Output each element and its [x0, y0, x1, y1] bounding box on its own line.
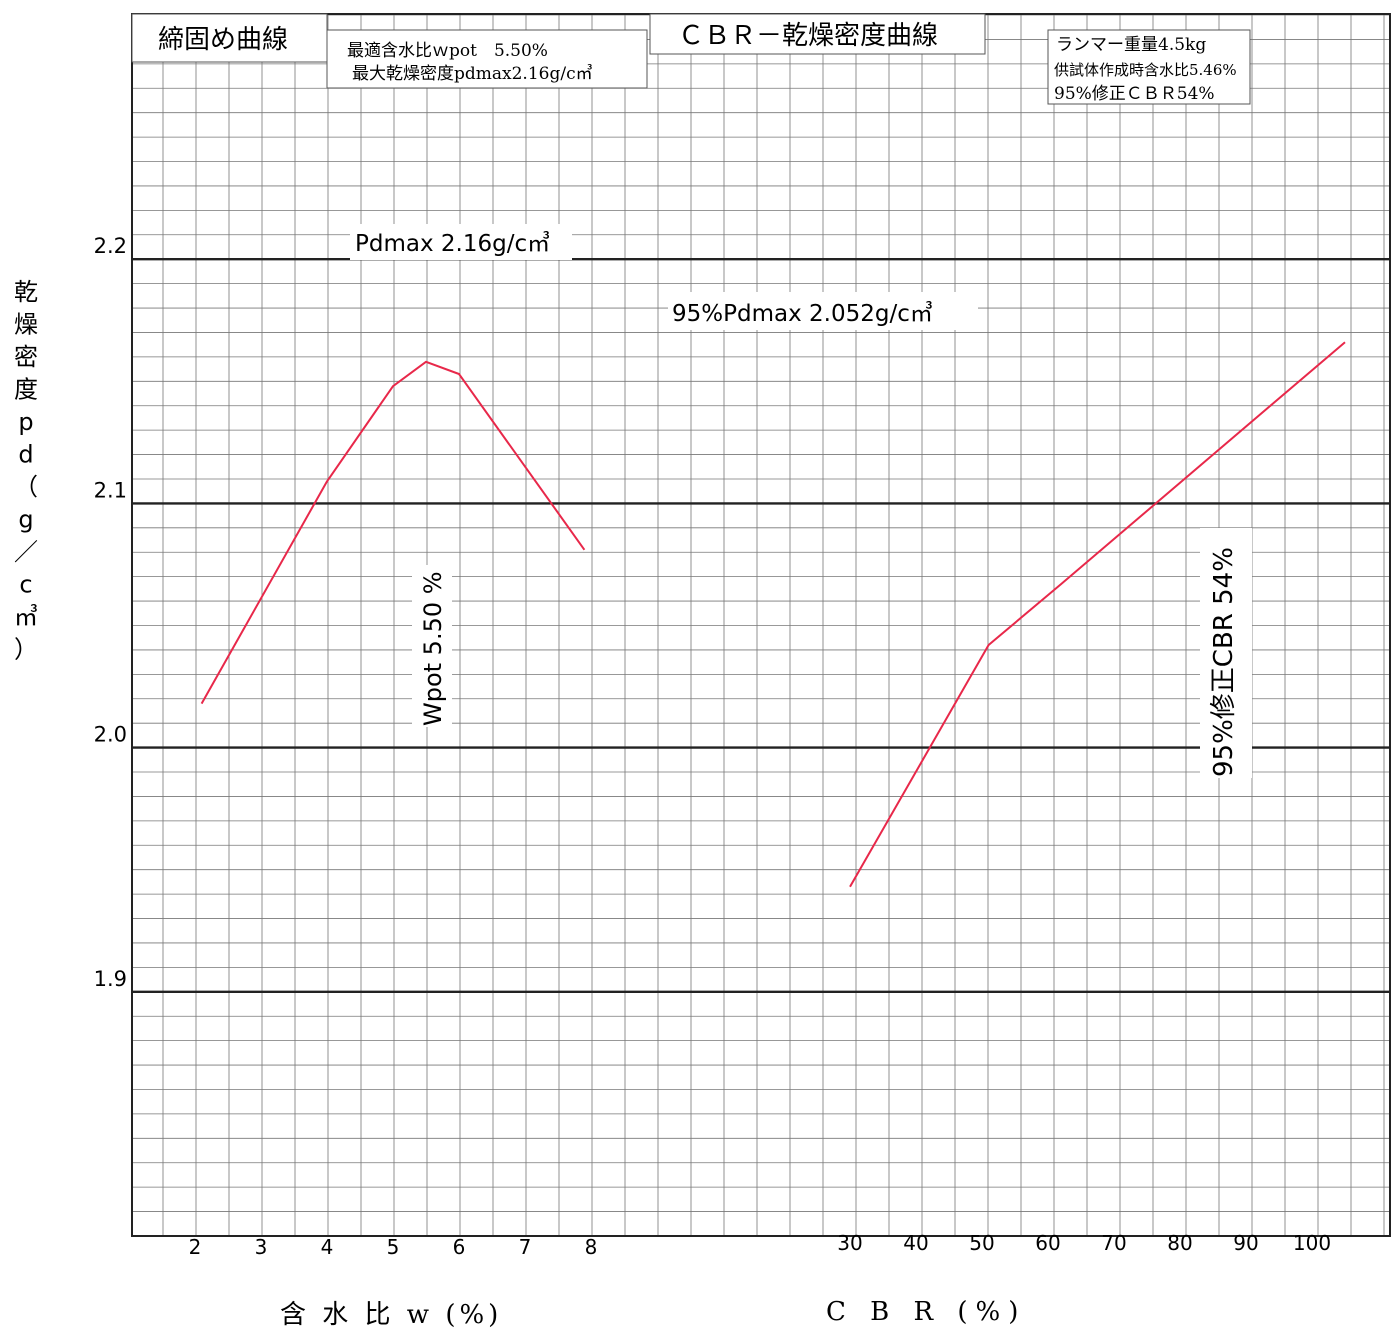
x-axis-label-left: 含 水 比 w (%): [280, 1300, 502, 1330]
grid-major: [132, 258, 1390, 993]
y-tick-label: 1.9: [94, 967, 127, 991]
left-info-box: [326, 29, 648, 89]
series-layer: [200, 341, 1346, 888]
left-info-line-2: 最大乾燥密度pdmax2.16g/c㎥: [352, 64, 593, 84]
y-axis-label-char: 密: [14, 343, 38, 371]
pdmax95-line-label: 95%Pdmax 2.052g/c㎥: [672, 300, 933, 327]
y-axis-label-char: 度: [14, 376, 38, 404]
y-tick-label: 2.2: [94, 234, 127, 258]
x-tick-label: 3: [255, 1235, 268, 1259]
right-info-box: [1047, 29, 1251, 105]
x-tick-label: 7: [519, 1235, 532, 1259]
y-axis-label-char: g: [18, 506, 33, 534]
cbr95-annotation: 95%修正CBR 54%: [1209, 547, 1239, 777]
y-axis-label-char: d: [18, 441, 33, 469]
left-info-line-1: 最適含水比ｗpot 5.50%: [347, 41, 548, 61]
compaction-curve-line: [200, 360, 586, 705]
x-tick-label: 50: [969, 1231, 994, 1255]
y-tick-labels: 2.2 2.1 2.0 1.9: [94, 234, 127, 991]
right-info-line-3: 95%修正ＣＢＲ54%: [1054, 84, 1215, 104]
y-axis-label-char: p: [18, 408, 33, 436]
x-tick-label: 60: [1035, 1231, 1060, 1255]
pdmax-line-label: Pdmax 2.16g/c㎥: [355, 230, 550, 257]
y-axis-label: 乾燥密度pd （ g ／ c ㎥ ）: [14, 278, 38, 664]
pdmax95-label-bg: [668, 292, 978, 330]
y-axis-label-char: 燥: [14, 311, 38, 339]
x-axis-label-right: C B R (%): [826, 1297, 1026, 1327]
x-tick-label: 2: [189, 1235, 202, 1259]
x-tick-label: 80: [1167, 1231, 1192, 1255]
x-tick-label: 30: [837, 1231, 862, 1255]
left-chart-title: 締固め曲線: [158, 25, 288, 55]
right-info-line-2: 供試体作成時含水比5.46%: [1054, 61, 1237, 79]
y-axis-label-char: ）: [14, 636, 38, 664]
x-tick-labels-right: 30 40 50 60 70 80 90 100: [837, 1231, 1331, 1255]
x-tick-label: 8: [585, 1235, 598, 1259]
x-tick-label: 100: [1293, 1231, 1331, 1255]
x-tick-label: 90: [1233, 1231, 1258, 1255]
cbr95-annotation-bg: [1200, 528, 1252, 778]
y-tick-label: 2.0: [94, 723, 127, 747]
x-tick-label: 4: [321, 1235, 334, 1259]
grid-minor: [132, 14, 1390, 1236]
x-tick-labels-left: 2 3 4 5 6 7 8: [189, 1235, 598, 1259]
left-title-box: [131, 13, 328, 63]
y-axis-label-char: ㎥: [14, 603, 38, 631]
x-tick-label: 70: [1101, 1231, 1126, 1255]
y-axis-label-char: （: [14, 473, 38, 501]
y-axis-label-char: c: [19, 571, 32, 599]
wpot-annotation-bg: [412, 565, 452, 727]
y-axis-label-char: 乾: [14, 278, 38, 306]
right-title-box: [649, 13, 986, 55]
wpot-annotation: Wpot 5.50 %: [419, 571, 447, 726]
x-tick-label: 40: [903, 1231, 928, 1255]
right-chart-title: ＣＢＲ－乾燥密度曲線: [678, 21, 938, 51]
cbr-density-curve-line: [849, 341, 1346, 888]
y-tick-label: 2.1: [94, 478, 127, 502]
x-tick-label: 5: [387, 1235, 400, 1259]
y-axis-label-char: ／: [14, 538, 38, 566]
right-info-line-1: ランマー重量4.5kg: [1056, 35, 1206, 55]
x-tick-label: 6: [453, 1235, 466, 1259]
pdmax-label-bg: [350, 224, 572, 260]
